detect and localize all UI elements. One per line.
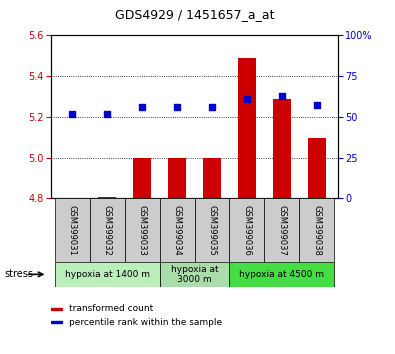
Text: GSM399035: GSM399035 — [207, 205, 216, 256]
Text: percentile rank within the sample: percentile rank within the sample — [69, 318, 222, 327]
Bar — [194, 198, 229, 262]
Bar — [55, 198, 90, 262]
Bar — [160, 198, 195, 262]
Bar — [51, 308, 62, 310]
Bar — [51, 321, 62, 323]
Bar — [299, 198, 334, 262]
Text: GSM399036: GSM399036 — [243, 205, 252, 256]
Text: GSM399034: GSM399034 — [173, 205, 182, 256]
Bar — [125, 198, 160, 262]
Bar — [55, 262, 160, 287]
Bar — [229, 262, 334, 287]
Text: hypoxia at 1400 m: hypoxia at 1400 m — [65, 270, 150, 279]
Bar — [238, 58, 256, 198]
Text: GSM399038: GSM399038 — [312, 205, 321, 256]
Bar — [90, 198, 125, 262]
Point — [279, 93, 285, 98]
Text: stress: stress — [4, 269, 33, 279]
Text: GSM399031: GSM399031 — [68, 205, 77, 256]
Text: GDS4929 / 1451657_a_at: GDS4929 / 1451657_a_at — [115, 8, 274, 21]
Point — [314, 103, 320, 108]
Bar — [308, 138, 325, 198]
Point — [69, 111, 75, 116]
Point — [139, 104, 145, 110]
Bar — [168, 158, 186, 198]
Text: GSM399032: GSM399032 — [103, 205, 112, 256]
Text: hypoxia at 4500 m: hypoxia at 4500 m — [239, 270, 324, 279]
Bar — [264, 198, 299, 262]
Point — [209, 104, 215, 110]
Text: hypoxia at
3000 m: hypoxia at 3000 m — [171, 265, 218, 284]
Bar — [203, 158, 221, 198]
Text: transformed count: transformed count — [69, 304, 153, 313]
Point — [104, 111, 110, 116]
Bar — [229, 198, 264, 262]
Bar — [134, 158, 151, 198]
Text: GSM399033: GSM399033 — [137, 205, 147, 256]
Point — [244, 96, 250, 102]
Point — [174, 104, 180, 110]
Bar — [98, 197, 116, 198]
Bar — [273, 98, 291, 198]
Text: GSM399037: GSM399037 — [277, 205, 286, 256]
Bar — [160, 262, 229, 287]
